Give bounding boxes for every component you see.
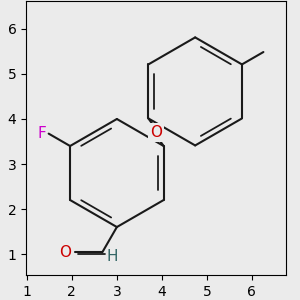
- Text: H: H: [107, 249, 118, 264]
- Text: O: O: [150, 125, 162, 140]
- Text: F: F: [38, 126, 46, 141]
- Text: O: O: [59, 245, 71, 260]
